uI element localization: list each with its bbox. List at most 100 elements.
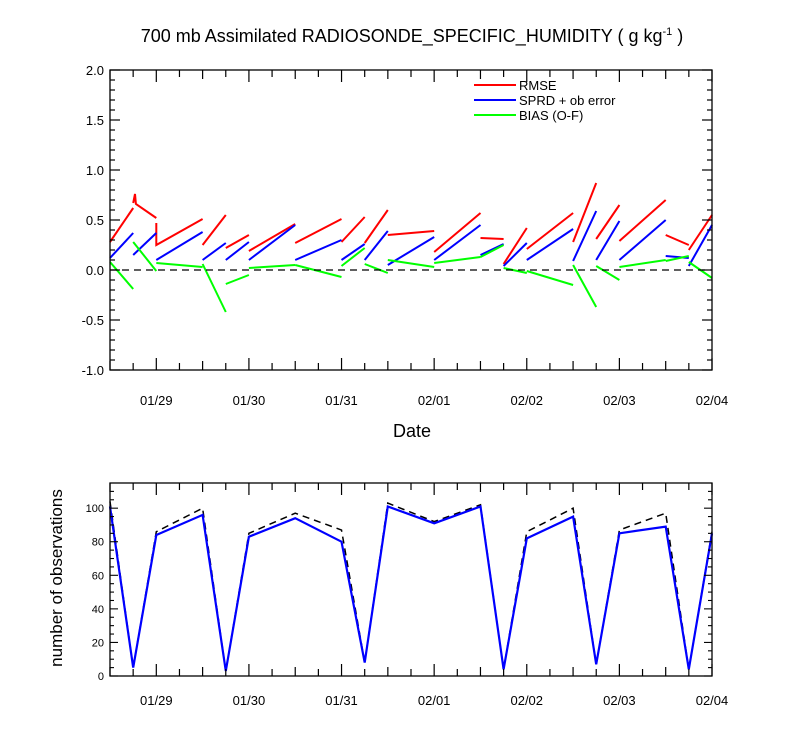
series-1-segment [595,220,621,261]
bottom-x-tick-labels: 01/29 01/30 01/31 02/01 02/02 02/03 02/04 [140,693,728,708]
legend-label: BIAS (O-F) [519,108,583,123]
series-1-segment [155,231,204,261]
series-1-segment [502,242,528,267]
top-x-tick-labels: 01/29 01/30 01/31 02/01 02/02 02/03 02/04 [140,393,728,408]
series-1-segment [618,219,667,261]
y-tick-label: 100 [86,503,104,515]
x-tick-label: 02/04 [696,693,729,708]
series-2-segment [156,262,203,268]
y-tick-label: 20 [92,637,104,649]
series-0-segment [132,193,157,219]
series-1-segment [340,243,366,261]
series-0-segment [502,227,528,265]
x-tick-label: 01/29 [140,393,173,408]
series-1-segment [363,230,389,261]
series-2-segment [480,244,505,258]
series-2-segment [595,265,620,281]
series-0-segment [433,212,482,253]
bottom-series-lines [108,501,714,672]
legend-label: SPRD + ob error [519,93,616,108]
y-tick-label: 0.5 [86,213,104,228]
x-tick-label: 01/30 [233,693,266,708]
series-0-segment [155,218,204,247]
series-0-segment [294,218,342,244]
series-0-segment [109,207,135,243]
observations-possible-line [109,501,713,672]
series-2-segment [665,255,690,262]
series-0-segment [248,223,296,252]
x-tick-label: 02/02 [510,693,543,708]
series-1-segment [480,243,505,256]
top-plot: 2.01.51.00.50.0-0.5-1.0 01/29 01/30 01/31 0… [82,63,729,408]
x-tick-label: 01/30 [233,393,266,408]
series-2-segment [132,241,158,272]
series-0-segment [618,199,667,242]
series-1-segment [225,241,250,261]
series-0-segment [387,230,435,236]
y-tick-label: 1.0 [86,163,104,178]
x-axis-title: Date [393,421,431,441]
series-1-segment [526,228,574,261]
x-tick-label: 02/03 [603,393,636,408]
y-tick-label: 1.5 [86,113,104,128]
y-tick-label: 80 [92,537,104,549]
bottom-plot: 100 80 60 40 20 0 01/29 01/30 01/31 02/01 02/02 02… [86,482,728,708]
x-tick-label: 02/04 [696,393,729,408]
series-0-segment [665,234,690,246]
top-plot-frame [109,69,713,371]
legend-label: RMSE [519,78,557,93]
series-2-segment [503,267,528,274]
y-tick-label: 0 [98,671,104,683]
y-tick-label: 40 [92,604,104,616]
series-2-segment [526,270,574,286]
x-tick-label: 02/03 [603,693,636,708]
series-1-segment [687,224,713,267]
series-1-segment [132,232,157,256]
series-2-segment [434,256,481,264]
top-axis-ticks [109,69,713,371]
series-0-segment [572,182,598,243]
x-tick-label: 01/31 [325,693,358,708]
series-0-segment [687,214,713,251]
series-1-segment [572,210,598,262]
series-0-segment [201,214,227,246]
series-2-segment [294,264,342,278]
y-tick-label: 2.0 [86,63,104,78]
top-y-tick-labels: 2.0 1.5 1.0 0.5 0.0 -0.5 -1.0 [82,63,104,378]
series-0-segment [225,234,250,249]
bottom-plot-frame [109,482,713,677]
x-tick-label: 02/01 [418,693,451,708]
series-2-segment [248,264,296,269]
series-2-segment [619,259,666,268]
series-0-segment [480,237,504,240]
series-2-segment [225,274,250,285]
series-1-segment [294,239,342,261]
y-axis-title: number of observations [47,489,66,667]
y-tick-label: 60 [92,570,104,582]
series-1-segment [433,224,482,261]
series-1-segment [202,242,227,261]
series-2-segment [364,263,389,274]
series-2-segment [109,261,134,290]
series-0-segment [526,212,574,250]
chart-title: 700 mb Assimilated RADIOSONDE_SPECIFIC_H… [141,26,684,47]
series-2-segment [340,247,366,267]
series-0-segment [595,204,621,240]
bottom-y-tick-labels: 100 80 60 40 20 0 [86,503,104,683]
y-tick-label: -0.5 [82,313,104,328]
x-tick-label: 01/31 [325,393,358,408]
top-series-lines [109,182,713,313]
series-2-segment [387,259,435,268]
x-tick-label: 02/01 [418,393,451,408]
series-0-segment [340,216,366,243]
x-tick-label: 01/29 [140,693,173,708]
series-1-segment [109,232,134,259]
x-tick-label: 02/02 [510,393,543,408]
series-0-segment [363,209,389,244]
observations-used-line [108,505,714,672]
y-tick-label: 0.0 [86,263,104,278]
series-2-segment [201,263,227,313]
y-tick-label: -1.0 [82,363,104,378]
